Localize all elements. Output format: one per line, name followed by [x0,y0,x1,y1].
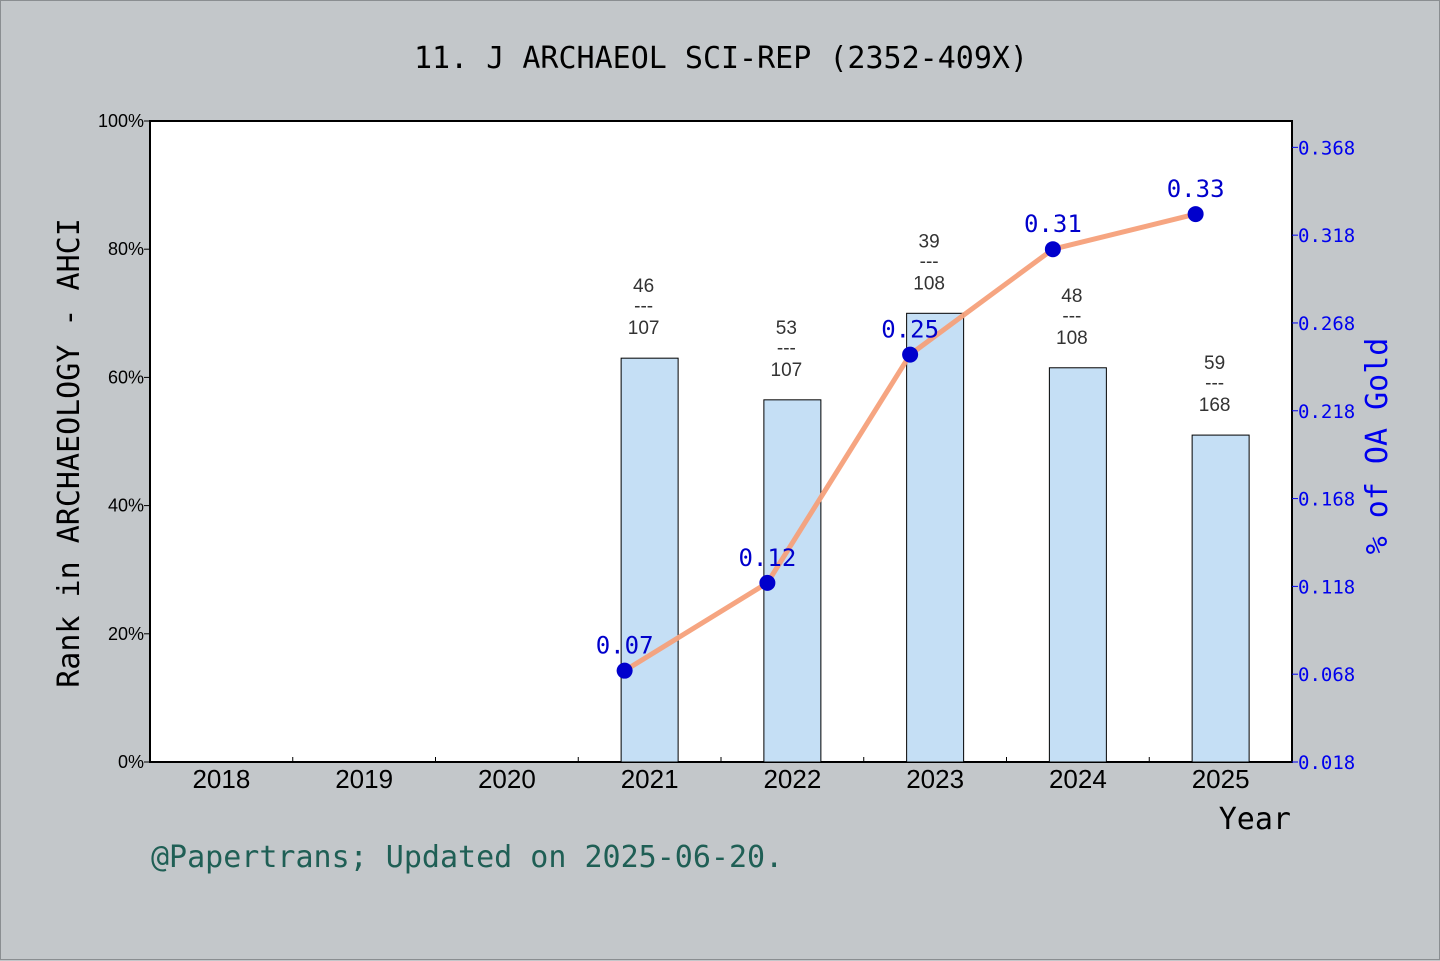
footer-note: @Papertrans; Updated on 2025-06-20. [151,840,783,875]
bar-label-separator: --- [920,251,939,272]
bar-label-rank: 53 [776,318,797,339]
x-tick-label: 2022 [763,764,821,794]
bar-label-separator: --- [777,338,796,359]
bar-label-rank: 48 [1061,286,1082,307]
y-axis-left: 0% 20% 40% 60% 80% 100% [98,111,150,772]
y2-tick-label: 0.368 [1298,137,1355,159]
y2-axis-label: % of OA Gold [1360,338,1395,555]
x-tick-label: 2024 [1049,764,1107,794]
y2-tick-label: 0.268 [1298,313,1355,335]
y-tick-label: 20% [108,624,144,644]
bar [1048,367,1107,763]
x-tick-label: 2018 [192,764,250,794]
bar-label-separator: --- [1205,373,1224,394]
y2-tick-label: 0.318 [1298,225,1355,247]
line-point [759,574,776,591]
bar-label-total: 108 [1056,328,1088,349]
y2-tick-label: 0.018 [1298,752,1355,774]
bar-label-total: 108 [913,273,945,294]
y-tick-label: 100% [98,111,144,131]
x-axis-label: Year [1219,802,1291,837]
bar-label-total: 107 [628,318,660,339]
y-tick-label: 80% [108,239,144,259]
y2-tick-label: 0.218 [1298,401,1355,423]
y2-tick-label: 0.168 [1298,489,1355,511]
line-series: 0.07 0.12 0.25 0.31 0.33 [596,175,1225,679]
x-tick-label: 2023 [906,764,964,794]
y2-tick-label: 0.068 [1298,664,1355,686]
bar-label-rank: 59 [1204,353,1225,374]
plot-area [149,120,1293,763]
line-point-label: 0.33 [1167,175,1225,203]
y-tick-label: 40% [108,496,144,516]
bar-label-separator: --- [634,296,653,317]
line-point-label: 0.31 [1024,210,1082,238]
line-point [616,662,633,679]
bar [1191,434,1250,763]
x-tick-label: 2021 [621,764,679,794]
y-tick-label: 60% [108,367,144,387]
bar-label-total: 107 [771,360,803,381]
y-axis-right: 0.018 0.068 0.118 0.168 0.218 0.268 0.318 0.368 [1292,137,1355,774]
bar [906,312,965,763]
y-tick-label: 0% [118,752,144,772]
bar-series [620,312,1250,763]
bar-label-total: 168 [1199,395,1231,416]
x-tick-label: 2025 [1192,764,1250,794]
line-point-label: 0.12 [738,544,796,572]
line-point [1044,241,1061,258]
line-point [902,346,919,363]
y-axis-label: Rank in ARCHAEOLOGY - AHCI [52,218,87,688]
line-point [1187,206,1204,223]
chart-title: 11. J ARCHAEOL SCI-REP (2352-409X) [414,41,1028,76]
line-point-label: 0.25 [881,316,939,344]
bar-label-rank: 39 [919,231,940,252]
bar-label-rank: 46 [633,276,654,297]
x-tick-label: 2020 [478,764,536,794]
x-axis: 2018 2019 2020 2021 2022 2023 2024 2025 [192,757,1250,794]
bar-label-separator: --- [1062,306,1081,327]
line-point-label: 0.07 [596,632,654,660]
x-tick-label: 2019 [335,764,393,794]
y2-tick-label: 0.118 [1298,576,1355,598]
bar [620,357,679,763]
